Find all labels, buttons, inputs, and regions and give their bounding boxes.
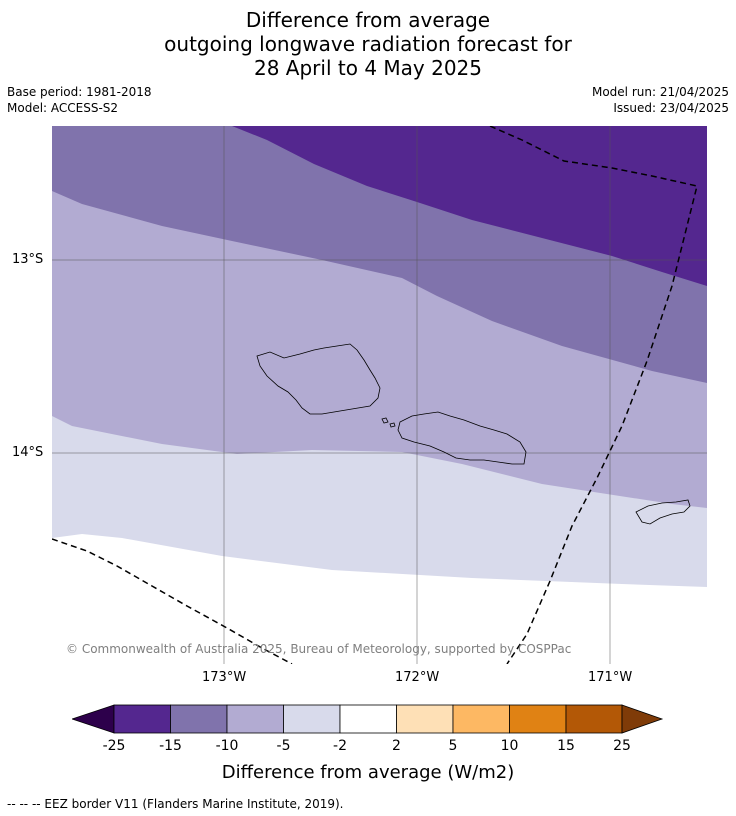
colorbar-bin-9 bbox=[565, 704, 623, 734]
tutuila-island bbox=[635, 499, 691, 525]
colorbar-bin-3 bbox=[226, 704, 284, 734]
colorbar-title: Difference from average (W/m2) bbox=[221, 762, 515, 783]
lat-tick-13s: 13°S bbox=[12, 252, 44, 267]
colorbar-label-minus2: -2 bbox=[333, 738, 347, 754]
base-period: Base period: 1981-2018 bbox=[7, 85, 152, 99]
map-panel: © Commonwealth of Australia 2025, Bureau… bbox=[52, 126, 707, 664]
colorbar bbox=[72, 704, 664, 734]
savaii-island bbox=[256, 343, 381, 415]
colorbar-under-arrow bbox=[72, 704, 115, 734]
model-run: Model run: 21/04/2025 bbox=[591, 85, 729, 99]
colorbar-bin-4 bbox=[283, 704, 341, 734]
lon-tick-172w: 172°W bbox=[395, 670, 440, 685]
title-line-1: Difference from average bbox=[245, 8, 491, 32]
eez-legend: -- -- -- EEZ border V11 (Flanders Marine… bbox=[7, 797, 344, 811]
upolu-island bbox=[397, 411, 527, 465]
colorbar-bin-1 bbox=[113, 704, 171, 734]
lon-tick-171w: 171°W bbox=[588, 670, 633, 685]
colorbar-label-15: 15 bbox=[557, 738, 575, 754]
meta-right: Model run: 21/04/2025 Issued: 23/04/2025 bbox=[592, 84, 729, 116]
lon-tick-173w: 173°W bbox=[202, 670, 247, 685]
issued-date: Issued: 23/04/2025 bbox=[613, 101, 729, 115]
colorbar-label-10: 10 bbox=[500, 738, 519, 754]
colorbar-label-minus10: -10 bbox=[215, 738, 239, 754]
colorbar-bin-6 bbox=[396, 704, 454, 734]
colorbar-label-minus25: -25 bbox=[102, 738, 126, 754]
colorbar-bin-2 bbox=[170, 704, 228, 734]
copyright-notice: © Commonwealth of Australia 2025, Bureau… bbox=[66, 642, 571, 656]
manono-islet bbox=[389, 422, 396, 428]
meta-left: Base period: 1981-2018 Model: ACCESS-S2 bbox=[7, 84, 152, 116]
colorbar-bin-7 bbox=[452, 704, 510, 734]
title-line-2: outgoing longwave radiation forecast for bbox=[164, 32, 572, 56]
colorbar-over-arrow bbox=[621, 704, 664, 734]
lat-tick-14s: 14°S bbox=[12, 445, 44, 460]
colorbar-label-25: 25 bbox=[613, 738, 631, 754]
coastlines bbox=[256, 343, 691, 525]
colorbar-label-minus5: -5 bbox=[276, 738, 291, 754]
model-name: Model: ACCESS-S2 bbox=[7, 101, 119, 115]
colorbar-bin-5 bbox=[339, 704, 397, 734]
apolima-islet bbox=[381, 417, 389, 424]
graticule bbox=[52, 126, 707, 664]
map-title: Difference from average outgoing longwav… bbox=[0, 8, 736, 80]
eez-border bbox=[52, 126, 698, 664]
colorbar-bin-8 bbox=[509, 704, 567, 734]
fill-minus25-to-minus15 bbox=[232, 126, 707, 286]
colorbar-label-5: 5 bbox=[448, 738, 458, 754]
title-line-3: 28 April to 4 May 2025 bbox=[254, 56, 482, 80]
colorbar-label-2: 2 bbox=[392, 738, 401, 754]
colorbar-label-minus15: -15 bbox=[159, 738, 182, 754]
